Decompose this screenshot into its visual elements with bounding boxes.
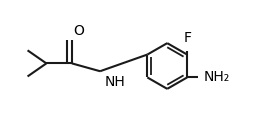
Text: O: O <box>73 24 84 38</box>
Text: NH₂: NH₂ <box>204 70 230 84</box>
Text: F: F <box>183 31 191 45</box>
Text: NH: NH <box>104 75 125 89</box>
